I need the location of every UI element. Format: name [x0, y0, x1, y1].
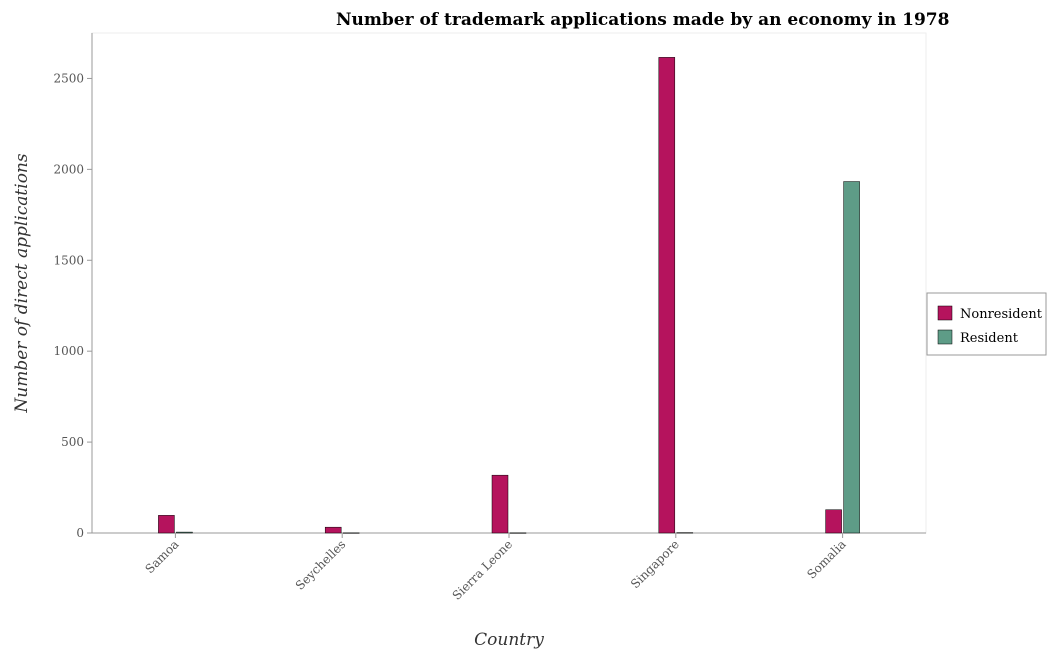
bar-nonresident-somalia [825, 509, 842, 534]
bar-nonresident-singapore [658, 57, 676, 534]
y-tick-label: 2500 [53, 71, 84, 85]
legend-label-resident: Resident [960, 331, 1019, 346]
legend-box [926, 292, 1047, 356]
x-tick-label: Sierra Leone [450, 537, 516, 603]
y-tick-label: 2000 [53, 162, 84, 176]
legend-swatch-nonresident [937, 305, 953, 321]
y-tick-label: 0 [76, 526, 84, 540]
bars [158, 57, 860, 534]
x-axis-title: Country [474, 630, 544, 650]
x-tick-label: Somalia [804, 537, 848, 581]
bar-resident-sierra-leone [509, 532, 527, 534]
x-tick-label: Seychelles [293, 537, 349, 593]
legend: Nonresident Resident [926, 292, 1047, 356]
y-axis-ticks: 0 500 1000 1500 2000 2500 [53, 71, 92, 540]
chart-title: Number of trademark applications made by… [336, 10, 949, 30]
bar-resident-seychelles [342, 532, 360, 534]
y-axis-title: Number of direct applications [12, 153, 32, 413]
y-tick-label: 1000 [53, 344, 84, 358]
plot-area [91, 32, 927, 534]
legend-label-nonresident: Nonresident [960, 307, 1043, 322]
bar-nonresident-seychelles [324, 526, 342, 534]
bar-resident-samoa [176, 531, 193, 534]
bar-nonresident-samoa [158, 515, 175, 534]
bar-resident-singapore [676, 532, 694, 534]
x-tick-label: Singapore [628, 537, 682, 591]
bar-nonresident-sierra-leone [491, 474, 509, 534]
y-tick-label: 500 [61, 435, 84, 449]
legend-swatch-resident [937, 329, 953, 345]
x-tick-label: Samoa [143, 537, 182, 576]
bar-resident-somalia [843, 181, 860, 534]
x-axis-ticks: Samoa Seychelles Sierra Leone Singapore Soma… [143, 533, 849, 603]
y-tick-label: 1500 [53, 253, 84, 267]
